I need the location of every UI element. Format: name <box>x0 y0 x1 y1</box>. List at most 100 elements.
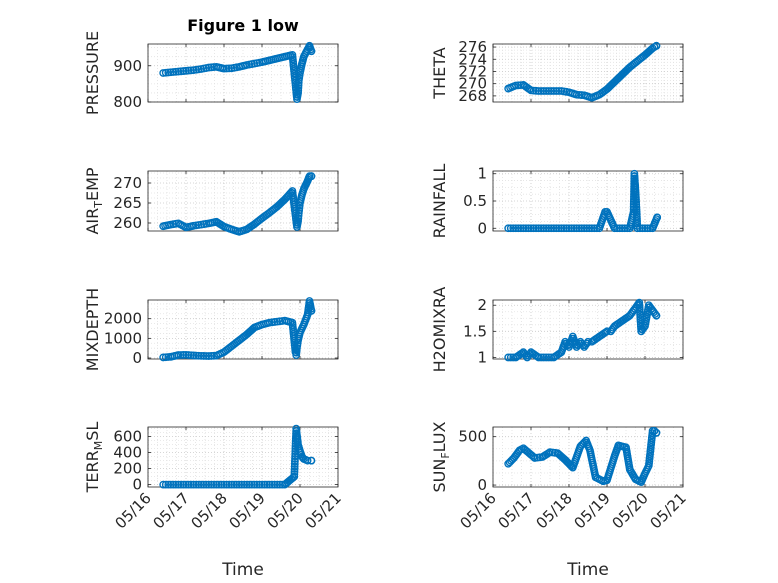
data-point <box>572 90 581 99</box>
data-points <box>159 172 316 236</box>
x-tick-label: 05/19 <box>226 489 269 532</box>
data-point <box>557 224 566 233</box>
data-point <box>260 480 269 489</box>
x-tick-label: 05/21 <box>647 489 690 532</box>
data-point <box>184 351 193 359</box>
x-tick-label: 05/17 <box>150 489 193 532</box>
data-point <box>290 457 299 466</box>
data-point <box>294 86 303 95</box>
y-tick-label: 2 <box>477 296 487 314</box>
data-points <box>159 424 316 489</box>
data-point <box>184 480 193 489</box>
data-point <box>544 87 553 95</box>
data-point <box>542 87 551 95</box>
y-axis-label: PRESSURE <box>83 31 102 115</box>
data-point <box>579 341 587 350</box>
y-tick-label: 260 <box>113 214 142 232</box>
data-point <box>164 480 173 489</box>
data-point <box>504 224 513 233</box>
data-point <box>270 480 279 489</box>
y-axis-label: AIRTEMP <box>83 167 105 234</box>
subplot-6: 1 1.5 2 H2OMIXRA <box>430 287 684 372</box>
data-point <box>159 353 168 362</box>
data-point <box>567 224 576 233</box>
x-tick-label: 05/18 <box>188 489 231 532</box>
data-point <box>294 83 303 92</box>
y-tick-label: 1000 <box>104 329 142 347</box>
y-tick-label: 400 <box>113 444 142 462</box>
data-point <box>189 480 198 489</box>
data-points <box>504 41 661 102</box>
y-axis-label: SUNFLUX <box>430 421 452 492</box>
y-axis-label: THETA <box>430 47 449 99</box>
data-point <box>290 472 299 481</box>
data-point <box>631 193 640 202</box>
x-axis-label: Time <box>221 560 264 580</box>
axes-frame <box>492 299 684 360</box>
axes-frame <box>492 43 684 103</box>
y-tick-label: 270 <box>458 75 487 93</box>
data-point <box>511 81 520 90</box>
data-point <box>290 460 299 468</box>
data-point <box>549 224 558 233</box>
data-point <box>575 90 584 99</box>
data-point <box>534 224 543 233</box>
data-point <box>215 480 223 489</box>
data-point <box>307 306 316 315</box>
data-point <box>204 480 213 489</box>
data-point <box>294 217 302 225</box>
data-point <box>524 224 533 233</box>
y-axis-label: TERRMSL <box>83 422 105 494</box>
data-point <box>294 81 303 90</box>
data-point <box>539 87 548 95</box>
data-point <box>652 311 661 320</box>
data-point <box>161 480 170 489</box>
data-point <box>603 327 611 336</box>
data-point <box>194 480 203 489</box>
data-point <box>212 480 221 489</box>
data-point <box>187 351 195 360</box>
data-point <box>253 480 261 489</box>
data-point <box>294 214 303 223</box>
axes-frame <box>147 299 339 360</box>
data-point <box>197 480 206 489</box>
data-point <box>509 224 518 233</box>
x-axis-label: Time <box>566 560 609 580</box>
data-point <box>631 186 640 194</box>
data-point <box>294 89 302 97</box>
data-point <box>632 198 641 207</box>
data-point <box>565 224 573 233</box>
data-points <box>504 298 661 362</box>
data-point <box>220 480 228 489</box>
data-point <box>537 87 546 95</box>
data-point <box>290 465 299 473</box>
data-point <box>631 191 640 199</box>
data-point <box>560 224 568 233</box>
data-point <box>638 224 647 233</box>
data-point <box>532 224 540 233</box>
data-point <box>202 352 211 360</box>
data-point <box>577 224 586 233</box>
data-point <box>547 87 556 95</box>
data-point <box>537 353 546 362</box>
data-point <box>549 87 558 95</box>
data-point <box>194 351 203 360</box>
data-point <box>641 224 649 233</box>
data-point <box>544 224 553 233</box>
chart-title: Figure 1 low <box>187 16 299 35</box>
data-point <box>570 224 578 233</box>
data-point <box>534 353 543 362</box>
y-tick-label: 274 <box>458 50 487 68</box>
data-point <box>542 224 551 233</box>
data-point <box>222 64 231 73</box>
data-point <box>534 87 543 95</box>
subplot-8: 0 500 SUNFLUX05/1605/1705/1805/1905/2005/2… <box>430 421 690 580</box>
data-point <box>303 456 312 465</box>
y-tick-label: 0.5 <box>463 192 487 210</box>
data-point <box>650 426 659 435</box>
data-point <box>529 224 538 233</box>
subplot-3: 260 265 270 AIRTEMP <box>83 167 339 236</box>
x-tick-label: 05/17 <box>495 489 538 532</box>
data-point <box>582 339 591 348</box>
